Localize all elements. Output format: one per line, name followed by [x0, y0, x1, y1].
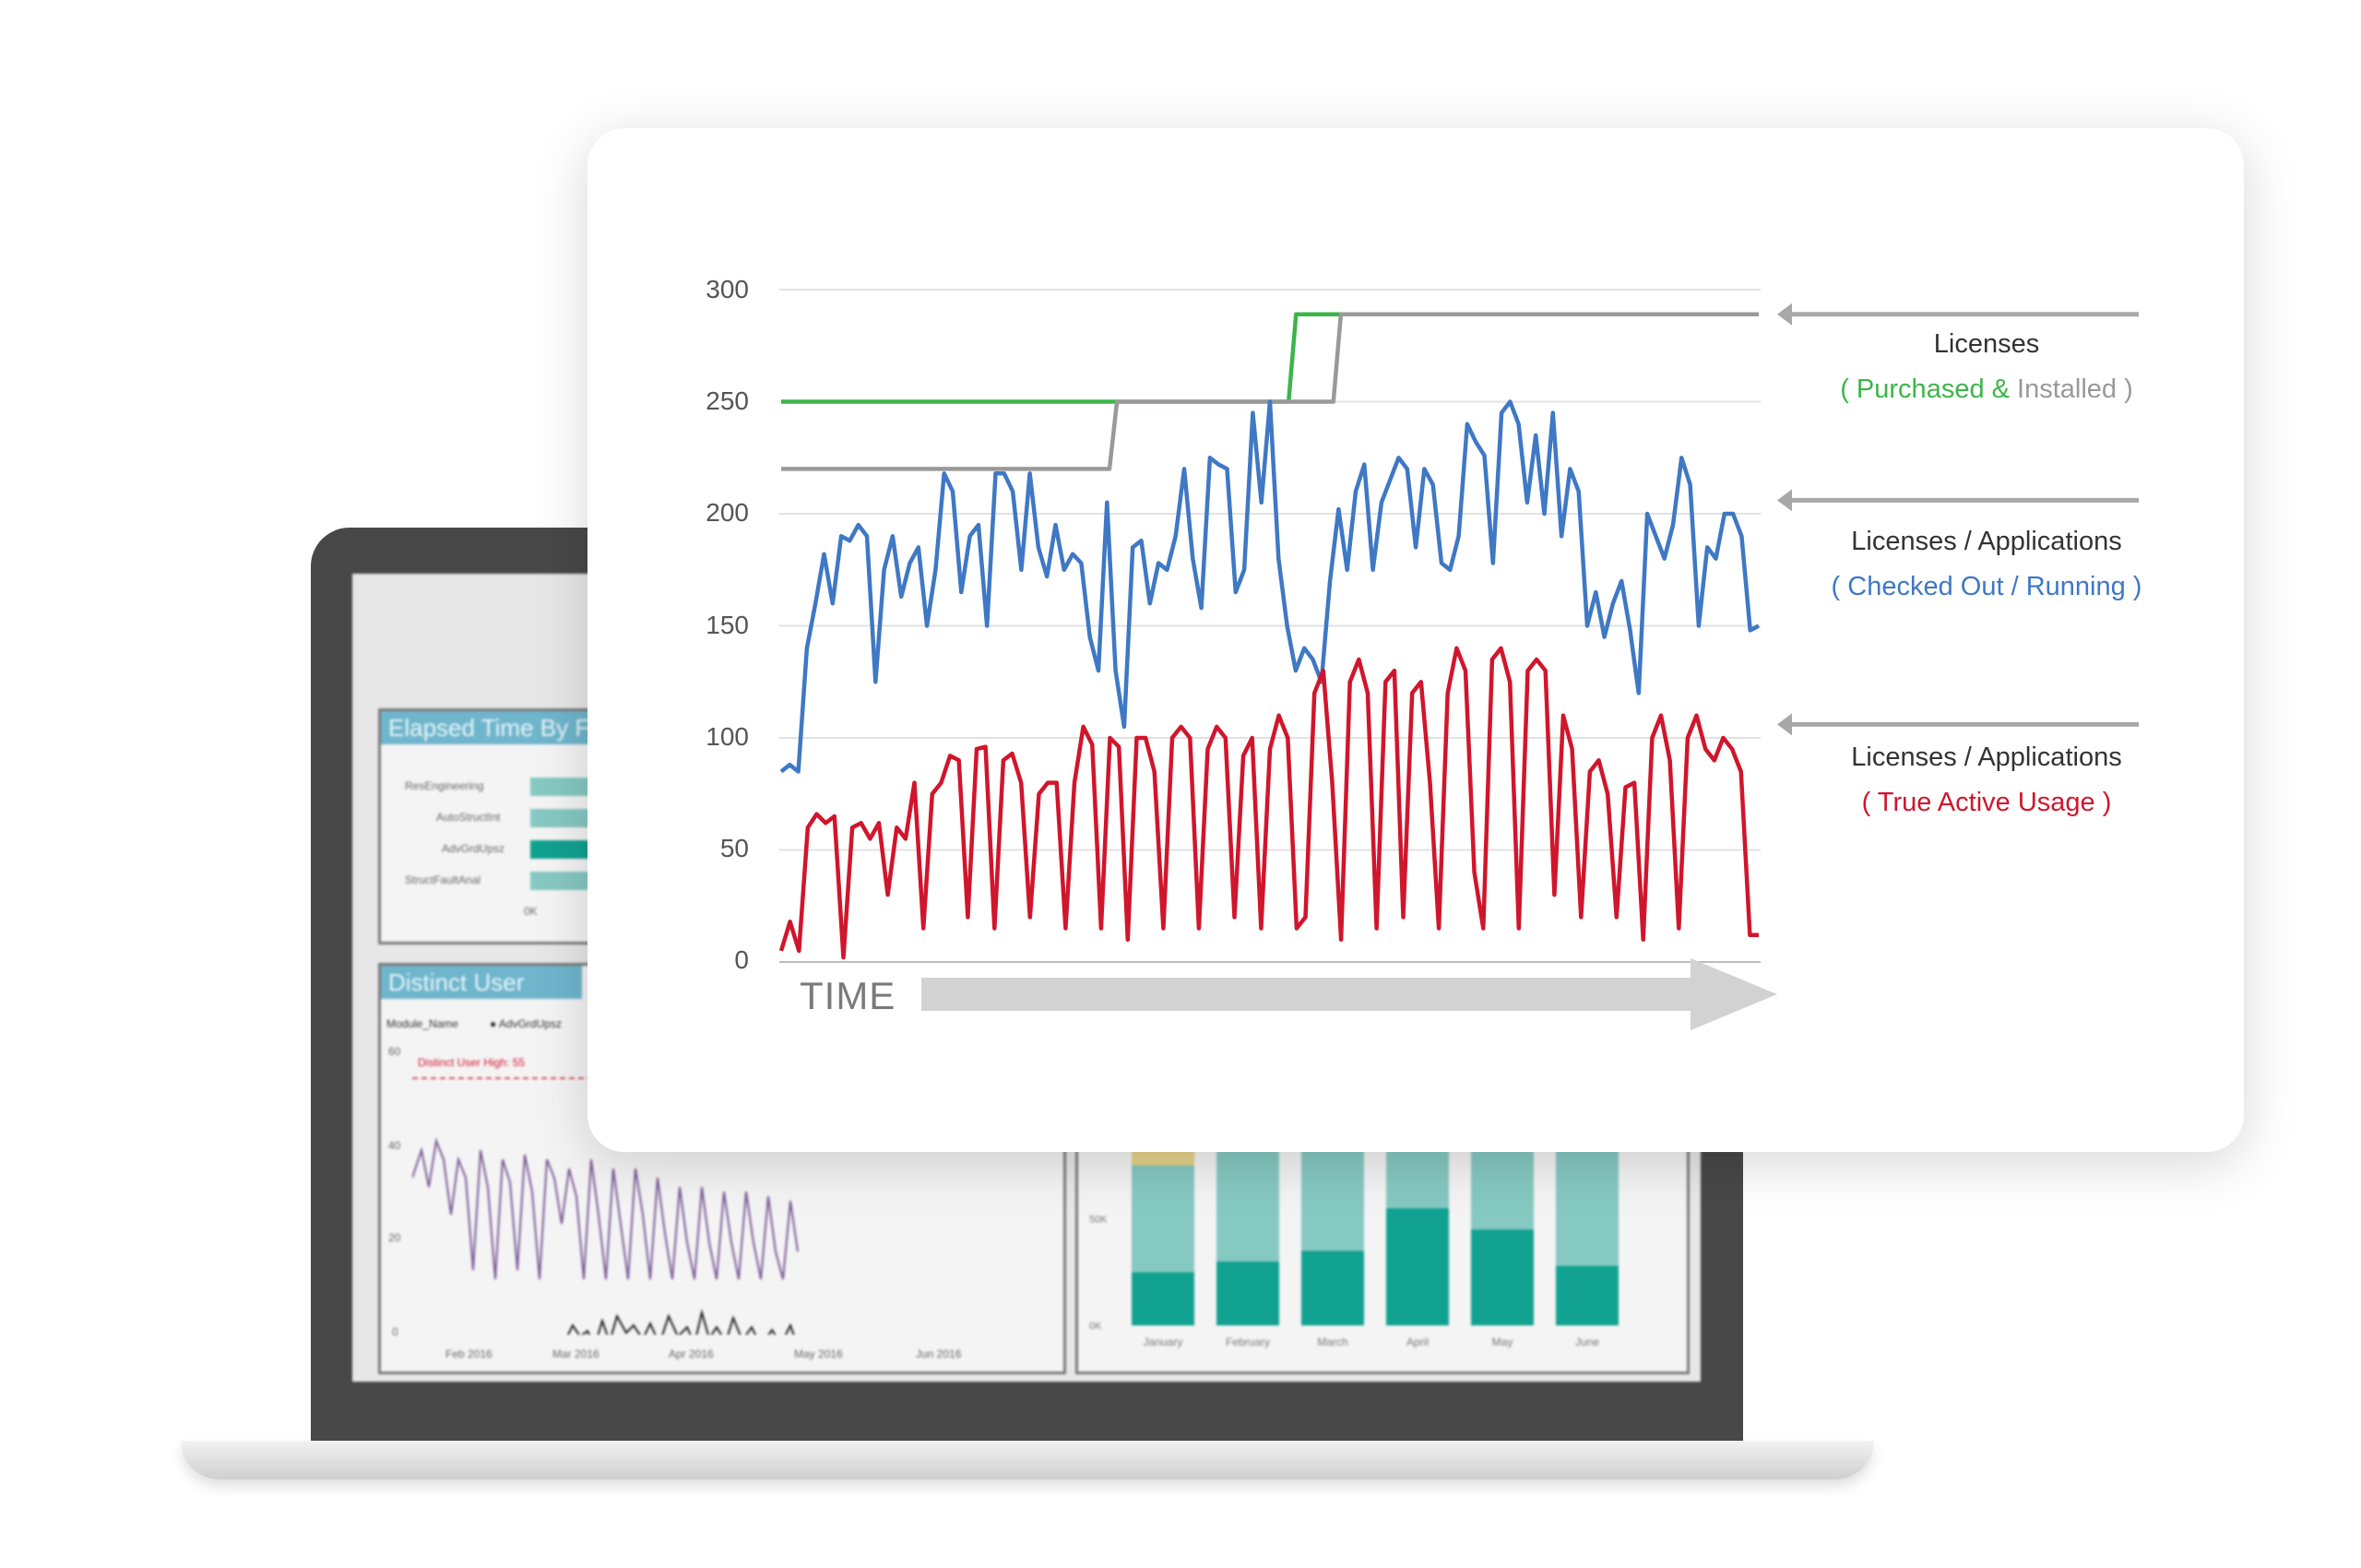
- annotation-sub-installed: Installed ): [2009, 374, 2133, 404]
- annotation-title: Licenses: [1933, 329, 2040, 359]
- stacked-bar-segment: [1386, 1207, 1449, 1325]
- annotation-arrow-head: [1777, 713, 1792, 736]
- axis-tick: 0K: [524, 905, 538, 918]
- y-tick-label: 200: [706, 498, 749, 527]
- bar: [530, 809, 604, 827]
- y-tick-label: 300: [706, 275, 749, 303]
- stacked-bar-segment: [1216, 1261, 1279, 1325]
- bar-label: AutoStructInt: [436, 811, 501, 824]
- annotation-true-usage: Licenses / Applications ( True Active Us…: [1793, 742, 2180, 818]
- bar-x-tick: March: [1317, 1336, 1347, 1348]
- stacked-bar-segment: [1556, 1265, 1619, 1325]
- annotation-sub-purchased: ( Purchased &: [1840, 374, 2010, 404]
- usage-line-chart: [778, 289, 2139, 1030]
- stacked-bar-segment: [1301, 1251, 1364, 1325]
- stacked-bar-segment: [1132, 1272, 1194, 1325]
- series-line-true-active-usage: [778, 646, 1759, 960]
- x-tick: Mar 2016: [552, 1348, 599, 1360]
- stacked-bar-segment: [1132, 1165, 1194, 1273]
- annotation-subtitle: ( True Active Usage ): [1861, 788, 2112, 817]
- bar-x-tick: May: [1492, 1336, 1513, 1348]
- stacked-bar-segment: [1471, 1229, 1534, 1325]
- y-tick: 40: [388, 1139, 401, 1152]
- annotation-arrow-head: [1777, 303, 1792, 326]
- y-tick: 0: [392, 1325, 398, 1338]
- annotation-subtitle: ( Purchased & Installed ): [1793, 374, 2180, 405]
- threshold-label: Distinct User High: 55: [418, 1056, 526, 1069]
- stacked-bar-segment: [1132, 1148, 1194, 1166]
- bar-y-tick: 50K: [1089, 1214, 1108, 1225]
- series-line-purchased: [781, 312, 1759, 404]
- elapsed-time-tile: Elapsed Time By F ResEngineering AutoStr…: [378, 708, 609, 944]
- legend-item: ● AdvGrdUpsz: [490, 1017, 562, 1030]
- annotation-title: Licenses / Applications: [1851, 742, 2122, 772]
- y-tick-label: 250: [706, 386, 749, 415]
- x-tick: Feb 2016: [445, 1348, 492, 1360]
- bar: [530, 840, 599, 859]
- y-tick-label: 100: [706, 722, 749, 751]
- bar-x-tick: January: [1144, 1336, 1183, 1348]
- time-axis-label: TIME: [800, 974, 896, 1017]
- distinct-user-title: Distinct User: [381, 966, 582, 999]
- y-tick: 20: [388, 1231, 401, 1244]
- time-arrow-head: [1691, 958, 1777, 1030]
- y-tick-label: 0: [734, 945, 749, 974]
- bar-x-tick: April: [1406, 1336, 1429, 1348]
- x-tick: Jun 2016: [916, 1348, 962, 1360]
- legend-item-label: AdvGrdUpsz: [498, 1017, 562, 1030]
- usage-chart-card: 300 250 200 150 100 50 0 TIME Licenses (…: [587, 128, 2244, 1152]
- x-tick: May 2016: [794, 1348, 843, 1360]
- laptop-base: [181, 1441, 1874, 1479]
- series-line-checked-out-running: [779, 399, 1761, 774]
- bar-x-tick: June: [1575, 1336, 1599, 1348]
- bar-label: StructFaultAnal: [405, 873, 481, 886]
- y-tick-label: 150: [706, 611, 749, 639]
- legend-title: Module_Name: [386, 1017, 459, 1030]
- annotation-checked-out: Licenses / Applications ( Checked Out / …: [1793, 527, 2180, 602]
- series-line-installed: [781, 312, 1759, 471]
- x-tick: Apr 2016: [669, 1348, 714, 1360]
- elapsed-time-title: Elapsed Time By F: [381, 711, 602, 744]
- bar-label: ResEngineering: [405, 779, 484, 792]
- y-tick-label: 50: [719, 834, 749, 862]
- bar-label: AdvGrdUpsz: [442, 842, 505, 855]
- bar-y-tick: 0K: [1089, 1321, 1102, 1332]
- time-arrow-shaft: [921, 978, 1696, 1011]
- bar-x-tick: February: [1226, 1336, 1270, 1348]
- annotation-licenses: Licenses ( Purchased & Installed ): [1793, 329, 2180, 405]
- bar: [530, 872, 595, 890]
- annotation-arrow-head: [1777, 489, 1792, 512]
- annotation-title: Licenses / Applications: [1851, 527, 2122, 556]
- annotation-subtitle: ( Checked Out / Running ): [1831, 572, 2142, 601]
- monthly-bar-chart: 0K50K100K150KJanuaryFebruaryMarchAprilMa…: [1089, 966, 1619, 1348]
- y-tick: 60: [388, 1045, 401, 1058]
